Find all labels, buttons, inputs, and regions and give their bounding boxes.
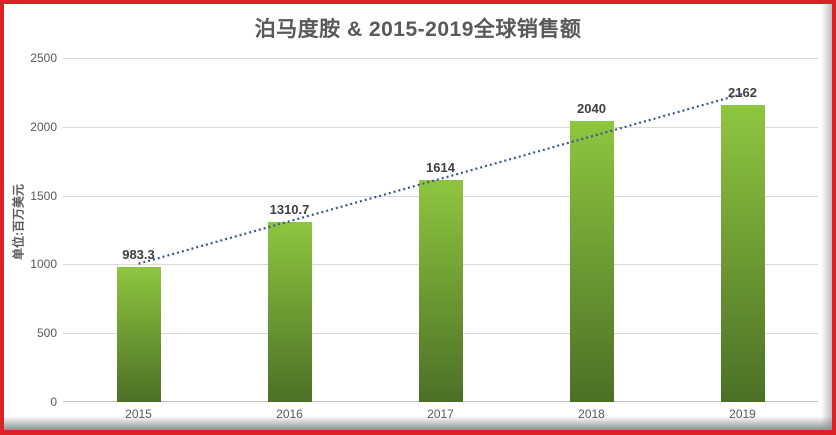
y-axis-tick-label: 2500 xyxy=(30,51,57,65)
x-axis-labels: 2015 2016 2017 2018 2019 xyxy=(63,407,818,423)
gridline xyxy=(63,58,818,59)
x-axis-label: 2015 xyxy=(125,407,152,421)
chart-title: 泊马度胺 & 2015-2019全球销售额 xyxy=(254,18,582,41)
bar-value-label: 2040 xyxy=(577,101,606,117)
plot-area: 983.3 1310.7 1614 2040 2162 xyxy=(63,58,818,402)
y-axis-tick-label: 0 xyxy=(50,395,57,409)
x-axis-label: 2018 xyxy=(578,407,605,421)
bar-2019 xyxy=(720,104,765,402)
y-axis-tick-label: 2000 xyxy=(30,119,57,134)
bar-2018 xyxy=(569,121,614,402)
trendline xyxy=(138,92,743,265)
trendline-svg xyxy=(138,92,743,265)
x-axis-label: 2016 xyxy=(276,407,303,421)
right-shadow xyxy=(821,4,832,430)
x-axis-label: 2019 xyxy=(729,407,756,421)
y-axis-ticks: 0 500 1000 1500 2000 2500 xyxy=(8,51,57,409)
gridline xyxy=(63,126,818,128)
bar-value-label: 1310.7 xyxy=(269,201,310,217)
bar-2016 xyxy=(267,221,312,402)
bar-value-label: 1614 xyxy=(426,159,455,175)
y-axis-tick-label: 1000 xyxy=(30,257,57,272)
bar-value-label: 2162 xyxy=(728,84,757,100)
bar-2015 xyxy=(116,266,161,402)
x-axis-label: 2017 xyxy=(427,407,454,421)
bar-2017 xyxy=(418,179,463,402)
y-axis-tick-label: 1500 xyxy=(30,188,57,203)
bar-value-label: 983.3 xyxy=(122,246,155,262)
y-axis-tick-label: 500 xyxy=(36,326,57,341)
